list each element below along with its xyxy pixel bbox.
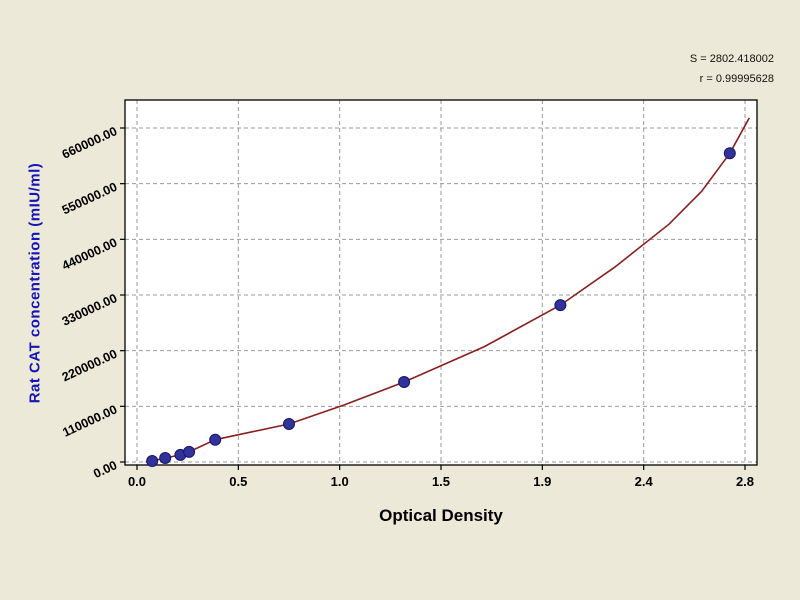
data-point	[554, 299, 567, 312]
x-tick-label: 0.0	[128, 474, 146, 489]
y-tick-label: 440000.00	[60, 235, 120, 273]
x-tick-label: 2.8	[736, 474, 754, 489]
y-tick-label: 0.00	[91, 458, 119, 481]
data-point	[159, 452, 172, 464]
data-point	[398, 376, 411, 388]
x-axis-title: Optical Density	[379, 506, 503, 525]
y-tick-label: 330000.00	[60, 291, 120, 329]
fit-statistics: S = 2802.418002 r = 0.99995628	[690, 50, 774, 90]
data-point	[209, 433, 222, 446]
x-tick-label: 1.0	[331, 474, 349, 489]
x-tick-label: 0.5	[229, 474, 247, 489]
fit-s-value: S = 2802.418002	[689, 53, 774, 65]
x-tick-label: 1.5	[432, 474, 450, 489]
x-tick-label: 1.9	[533, 474, 551, 489]
data-point	[146, 455, 159, 467]
y-axis-title: Rat CAT concentration (mIU/ml)	[26, 162, 44, 404]
x-tick-label: 2.4	[635, 474, 654, 489]
data-point	[283, 418, 295, 430]
plot-frame	[124, 99, 758, 466]
data-point	[723, 147, 736, 160]
y-tick-label: 550000.00	[60, 180, 120, 218]
data-point	[183, 445, 196, 458]
fit-r-value: r = 0.99995628	[699, 72, 774, 85]
y-tick-label: 660000.00	[60, 124, 120, 162]
y-tick-label: 220000.00	[60, 347, 120, 385]
y-tick-label: 110000.00	[60, 402, 119, 439]
